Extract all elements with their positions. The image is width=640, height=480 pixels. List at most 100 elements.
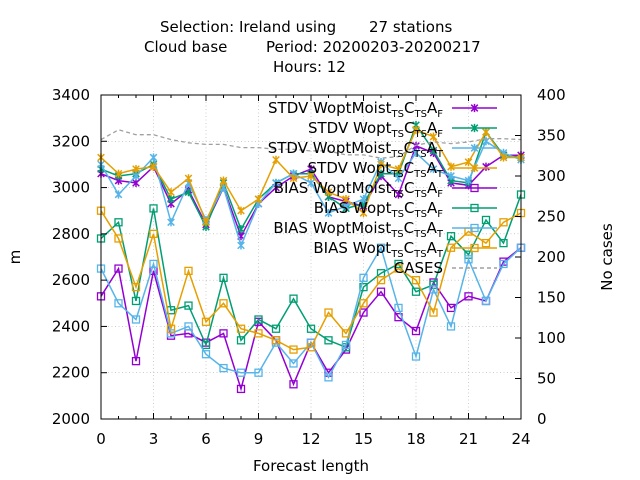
- series-line: [100, 129, 522, 159]
- data-point: [131, 282, 141, 292]
- data-point: [149, 162, 158, 171]
- legend-label: BIAS WoptTSCTSAF: [314, 199, 444, 220]
- data-point: [114, 264, 123, 273]
- data-point: [236, 368, 246, 377]
- data-point: [429, 285, 438, 294]
- data-point: [184, 174, 193, 183]
- data-point: [394, 303, 403, 313]
- data-point: [201, 317, 211, 326]
- data-point: [202, 218, 210, 227]
- legend-label-part: BIAS WoptMoist: [274, 179, 392, 197]
- y2-tick-label: 200: [537, 248, 566, 266]
- y2-tick-label: 350: [537, 127, 566, 145]
- legend-label: BIAS WoptMoistTSCTSAF: [274, 179, 443, 200]
- data-point: [324, 308, 333, 317]
- legend-label-part: A: [427, 119, 438, 137]
- data-point: [342, 201, 350, 211]
- data-point: [184, 266, 193, 276]
- legend-label-part: BIAS Wopt: [314, 199, 392, 217]
- data-point: [359, 282, 368, 292]
- data-point: [114, 190, 123, 199]
- legend-label-part: T: [436, 149, 444, 160]
- data-point: [481, 296, 491, 306]
- y2-tick-label: 50: [537, 370, 556, 388]
- legend-label-part: STDV Wopt: [308, 119, 392, 137]
- legend-label: STDV WoptTSCTSAT: [308, 159, 444, 180]
- y-tick-label: 2600: [52, 271, 90, 289]
- legend-label: BIAS WoptTSCTSAT: [313, 239, 444, 260]
- series-3: [97, 137, 525, 250]
- legend-label-part: TS: [413, 149, 426, 160]
- x-tick-label: 9: [254, 430, 264, 448]
- legend-label-part: TS: [414, 129, 427, 140]
- legend-label-part: TS: [413, 229, 426, 240]
- data-point: [342, 195, 350, 204]
- data-point: [499, 153, 508, 162]
- data-point: [201, 350, 211, 359]
- data-point: [481, 238, 491, 248]
- y2-tick-label: 250: [537, 208, 566, 226]
- legend-label-part: TS: [391, 189, 404, 200]
- data-point: [149, 153, 158, 162]
- data-point: [149, 259, 158, 269]
- data-point: [394, 190, 403, 199]
- data-point: [271, 336, 281, 345]
- data-point: [359, 308, 368, 317]
- title-line1-b: 27 stations: [369, 18, 452, 36]
- y2-tick-label: 100: [537, 329, 566, 347]
- data-point: [167, 195, 175, 204]
- data-point: [149, 204, 158, 213]
- legend-label: BIAS WoptMoistTSCTSAT: [273, 219, 443, 240]
- x-axis-label: Forecast length: [253, 457, 369, 475]
- data-point: [324, 373, 333, 382]
- data-point: [132, 178, 140, 188]
- data-point: [464, 255, 473, 264]
- title-line2-a: Cloud base: [144, 38, 227, 56]
- data-point: [377, 160, 385, 169]
- data-point: [359, 195, 368, 204]
- data-point: [499, 238, 508, 248]
- data-point: [464, 158, 473, 167]
- chart-title: Selection: Ireland using 27 stations Clo…: [144, 18, 481, 76]
- legend-label-part: C: [404, 139, 414, 157]
- data-point: [149, 229, 158, 239]
- series-line: [100, 210, 522, 351]
- data-point: [289, 345, 298, 354]
- data-point: [307, 171, 315, 181]
- data-point: [289, 174, 298, 183]
- data-point: [411, 352, 421, 361]
- y-tick-label: 3200: [52, 132, 90, 150]
- x-tick-label: 15: [354, 430, 373, 448]
- legend-label-part: STDV Wopt: [308, 159, 392, 177]
- data-point: [131, 356, 141, 366]
- legend-label-part: F: [437, 209, 443, 220]
- data-point: [131, 315, 141, 324]
- y-tick-label: 2200: [52, 364, 90, 382]
- y2-tick-label: 150: [537, 289, 566, 307]
- title-line3: Hours: 12: [273, 58, 346, 76]
- data-point: [482, 162, 490, 171]
- data-point: [166, 324, 176, 333]
- y2-tick-label: 400: [537, 86, 566, 104]
- legend-label-part: C: [404, 159, 414, 177]
- data-point: [271, 324, 281, 333]
- data-point: [411, 287, 421, 296]
- data-point: [324, 336, 333, 345]
- legend-label-part: A: [427, 219, 438, 237]
- legend-label-part: T: [436, 229, 444, 240]
- data-point: [219, 329, 228, 338]
- y-tick-label: 3000: [52, 179, 90, 197]
- series-layer: [96, 120, 526, 394]
- series-6: [96, 190, 526, 352]
- data-point: [341, 340, 351, 350]
- y-tick-label: 2800: [52, 225, 90, 243]
- data-point: [359, 299, 368, 308]
- legend-label-part: C: [404, 119, 414, 137]
- legend-label-part: BIAS WoptMoist: [273, 219, 391, 237]
- data-point: [412, 148, 420, 157]
- legend-label-part: A: [427, 179, 438, 197]
- data-point: [394, 174, 403, 183]
- data-point: [237, 225, 245, 234]
- legend-label-part: TS: [413, 249, 426, 260]
